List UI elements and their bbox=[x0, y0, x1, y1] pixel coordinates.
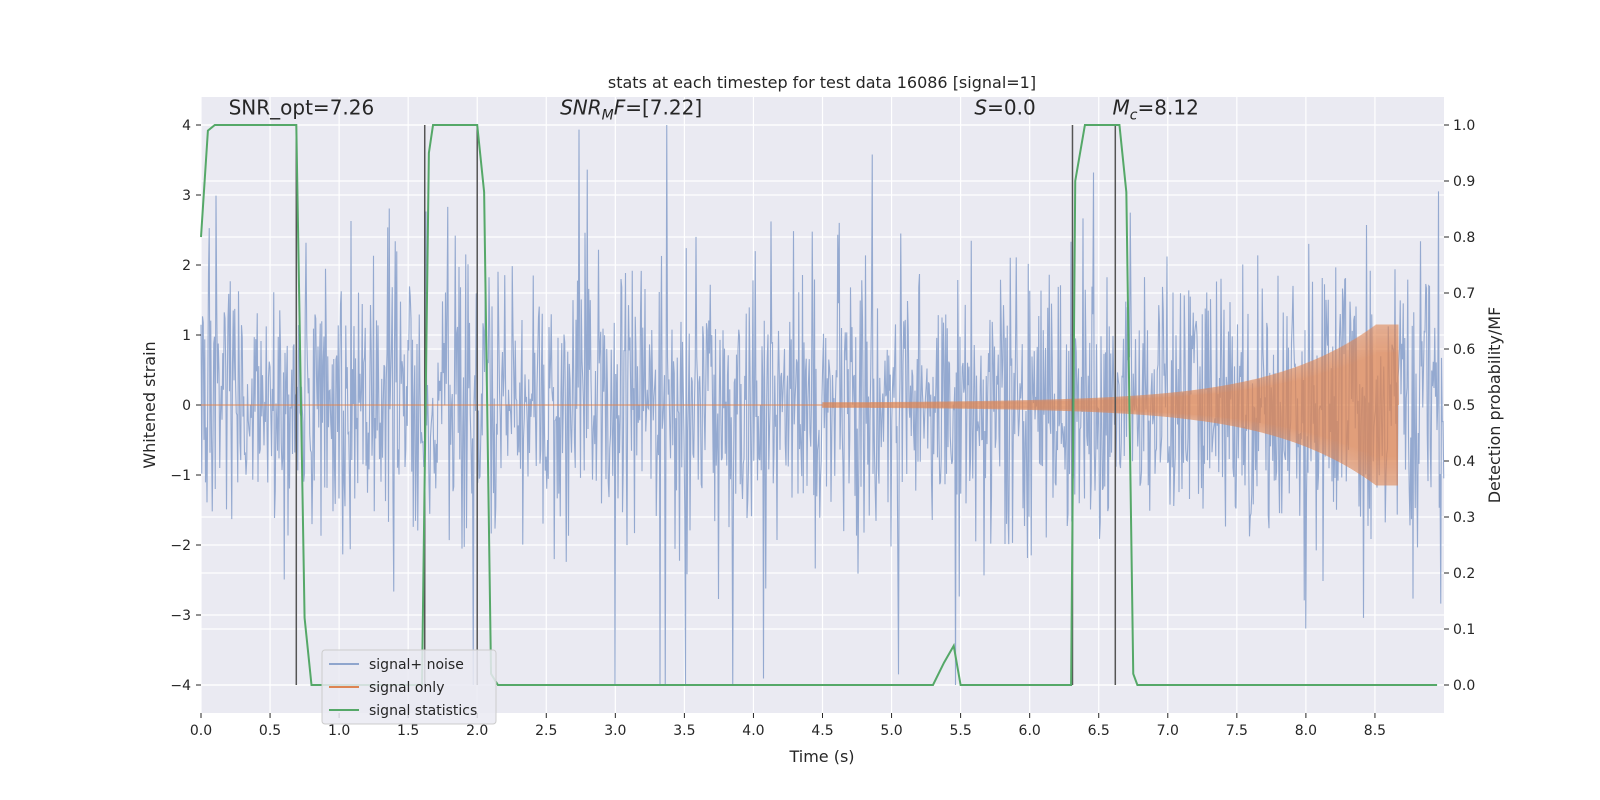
x-tick-label: 7.0 bbox=[1157, 723, 1179, 739]
y-tick-label-left: 2 bbox=[182, 258, 191, 274]
y-tick-label-right: 0.4 bbox=[1453, 454, 1475, 470]
x-tick-label: 8.5 bbox=[1364, 723, 1386, 739]
y-tick-label-right: 0.7 bbox=[1453, 286, 1475, 302]
y-axis-label-left: Whitened strain bbox=[140, 341, 159, 468]
y-tick-label-left: 3 bbox=[182, 188, 191, 204]
y-tick-label-right: 0.1 bbox=[1453, 622, 1475, 638]
x-tick-label: 5.5 bbox=[949, 723, 971, 739]
x-tick-label: 5.0 bbox=[880, 723, 902, 739]
x-tick-label: 0.5 bbox=[259, 723, 281, 739]
x-tick-label: 2.0 bbox=[466, 723, 488, 739]
y-tick-label-left: −4 bbox=[170, 678, 191, 694]
y-tick-label-right: 0.8 bbox=[1453, 230, 1475, 246]
y-axis-label-right: Detection probability/MF bbox=[1485, 307, 1504, 504]
legend-box bbox=[321, 649, 497, 725]
y-tick-label-right: 0.5 bbox=[1453, 398, 1475, 414]
x-axis-label: Time (s) bbox=[788, 747, 854, 766]
series-signal-only bbox=[201, 324, 1399, 486]
y-tick-label-left: 1 bbox=[182, 328, 191, 344]
axis-ticks: 0.0 0.5 1.0 1.5 2.0 2.5 3.0 3.5 4.0 4.5 5.0 5.5 6.0 6… bbox=[170, 118, 1475, 739]
legend-label: signal only bbox=[369, 680, 444, 696]
annotation-s-stat: S=0.0 bbox=[974, 96, 1035, 120]
x-tick-label: 7.5 bbox=[1226, 723, 1248, 739]
chart-title: stats at each timestep for test data 160… bbox=[608, 73, 1036, 92]
x-tick-label: 1.5 bbox=[397, 723, 419, 739]
x-tick-label: 0.0 bbox=[190, 723, 212, 739]
y-tick-label-right: 0.0 bbox=[1453, 678, 1475, 694]
signal-statistics-line bbox=[200, 124, 1438, 686]
y-tick-label-left: −1 bbox=[170, 468, 191, 484]
annotation-snr-mf: SNRMF=[7.22] bbox=[560, 96, 702, 124]
x-tick-label: 8.0 bbox=[1295, 723, 1317, 739]
y-tick-label-right: 0.2 bbox=[1453, 566, 1475, 582]
y-tick-label-left: −3 bbox=[170, 608, 191, 624]
x-tick-label: 4.5 bbox=[811, 723, 833, 739]
legend: signal+ noise signal only signal statistic… bbox=[321, 649, 497, 725]
legend-label: signal statistics bbox=[369, 703, 477, 719]
x-tick-label: 4.0 bbox=[742, 723, 764, 739]
x-tick-label: 6.5 bbox=[1088, 723, 1110, 739]
x-tick-label: 2.5 bbox=[535, 723, 557, 739]
annotation-chirp-mass: Mc=8.12 bbox=[1113, 96, 1199, 124]
y-tick-label-right: 0.6 bbox=[1453, 342, 1475, 358]
annotations: SNR_opt=7.26 SNRMF=[7.22] S=0.0 Mc=8.12 bbox=[229, 96, 1199, 124]
y-tick-label-right: 0.9 bbox=[1453, 174, 1475, 190]
signal-noise-line bbox=[200, 124, 1445, 686]
y-tick-label-left: −2 bbox=[170, 538, 191, 554]
legend-label: signal+ noise bbox=[369, 657, 464, 673]
x-tick-label: 1.0 bbox=[328, 723, 350, 739]
x-tick-label: 6.0 bbox=[1019, 723, 1041, 739]
annotation-snr-opt: SNR_opt=7.26 bbox=[229, 96, 375, 120]
y-tick-label-left: 4 bbox=[182, 118, 191, 134]
series-signal-noise bbox=[200, 124, 1445, 686]
series-signal-statistics bbox=[200, 124, 1438, 686]
x-tick-label: 3.5 bbox=[673, 723, 695, 739]
x-tick-label: 3.0 bbox=[604, 723, 626, 739]
y-tick-label-right: 1.0 bbox=[1453, 118, 1475, 134]
y-tick-label-right: 0.3 bbox=[1453, 510, 1475, 526]
y-tick-label-left: 0 bbox=[182, 398, 191, 414]
signal-only-line bbox=[822, 324, 1399, 486]
